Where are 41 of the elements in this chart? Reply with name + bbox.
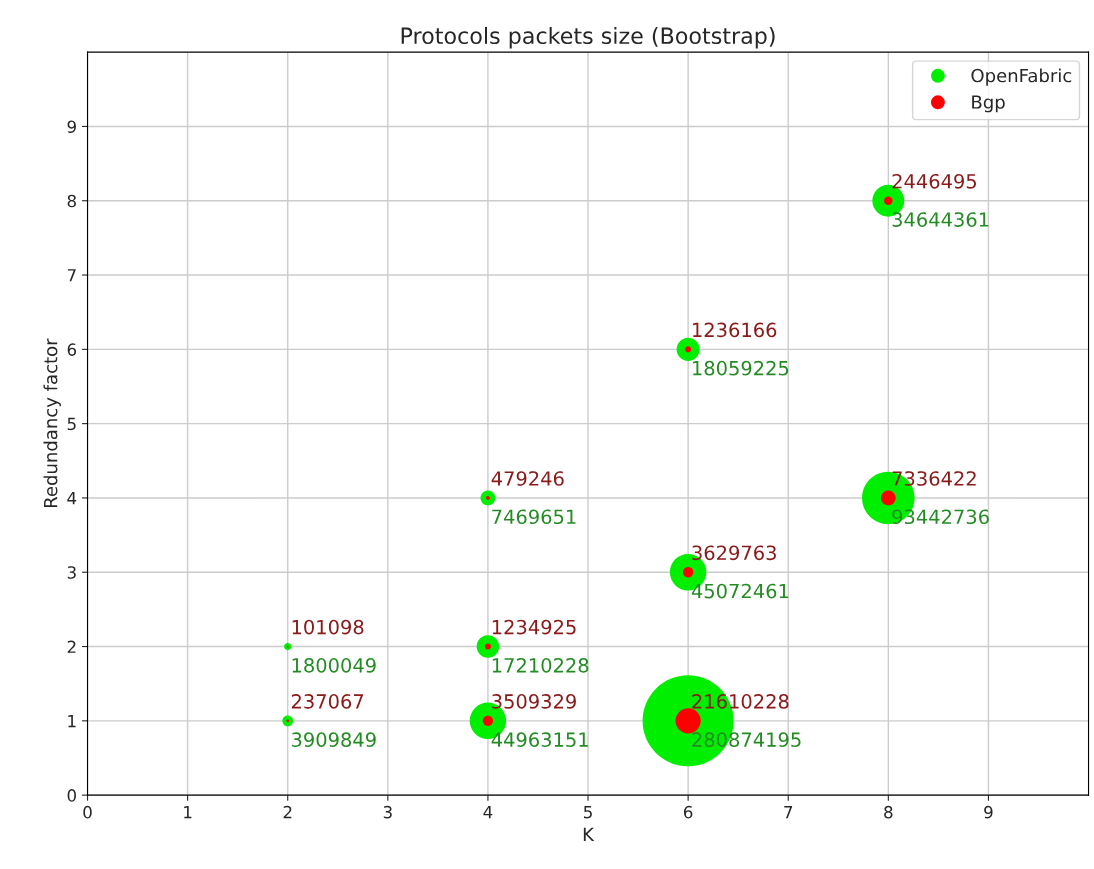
data-label: 17210228 — [492, 657, 589, 673]
x-tick-label: 0 — [83, 805, 92, 819]
x-axis-title: K — [583, 827, 595, 841]
data-label: 1236166 — [693, 322, 777, 338]
y-tick-label: 6 — [67, 343, 77, 356]
x-tick-label: 7 — [784, 806, 793, 819]
x-tick-label: 3 — [383, 805, 392, 819]
data-label: 1800049 — [292, 657, 376, 673]
y-tick-label: 0 — [67, 789, 76, 802]
y-tick-label: 8 — [67, 194, 76, 208]
y-axis-title: Redundancy factor — [43, 338, 61, 508]
x-tick-label: 4 — [483, 806, 493, 819]
data-label: 3909849 — [291, 732, 376, 747]
data-label: 44963151 — [491, 732, 588, 747]
y-tick-label: 3 — [67, 566, 76, 579]
data-label: 18059225 — [693, 360, 789, 376]
data-label: 3509329 — [492, 694, 576, 709]
y-tick-label: 5 — [67, 417, 76, 431]
data-label: 7469651 — [492, 509, 576, 525]
y-tick-label: 4 — [67, 492, 77, 505]
legend-label: Bgp — [972, 95, 1005, 113]
x-tick-label: 1 — [184, 806, 192, 819]
x-tick-label: 6 — [683, 805, 693, 819]
legend-label: OpenFabric — [971, 68, 1072, 86]
y-tick-label: 1 — [68, 715, 76, 728]
data-label: 2446495 — [892, 173, 977, 189]
x-tick-label: 2 — [283, 805, 292, 819]
data-label: 34644361 — [892, 212, 989, 227]
data-label: 1234925 — [492, 619, 576, 635]
chart-title: Protocols packets size (Bootstrap) — [401, 26, 775, 49]
x-tick-label: 8 — [884, 805, 893, 819]
y-tick-label: 9 — [67, 120, 76, 134]
data-label: 3629763 — [692, 545, 776, 561]
data-label: 479246 — [491, 471, 564, 486]
data-label: 45072461 — [691, 583, 789, 599]
data-label: 101098 — [292, 619, 364, 635]
x-tick-label: 9 — [984, 805, 993, 819]
x-tick-label: 5 — [584, 806, 592, 819]
y-tick-label: 7 — [67, 269, 76, 282]
y-tick-label: 2 — [67, 640, 76, 653]
data-label: 237067 — [291, 694, 364, 709]
